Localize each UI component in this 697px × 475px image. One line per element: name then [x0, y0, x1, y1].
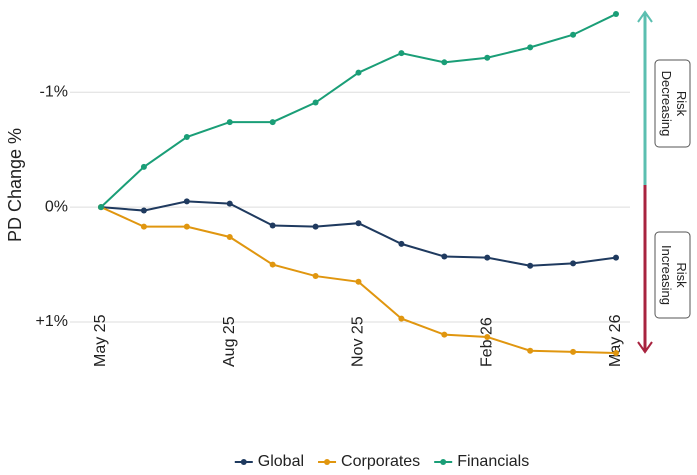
- annotation-box: [654, 59, 691, 148]
- data-point: [140, 163, 147, 170]
- data-point: [226, 119, 233, 126]
- y-tick-label: +1%: [36, 313, 68, 330]
- data-point: [398, 50, 405, 57]
- data-point: [355, 278, 362, 285]
- data-point: [570, 348, 577, 355]
- data-point: [398, 240, 405, 247]
- legend-swatch: [440, 459, 447, 465]
- data-point: [312, 273, 319, 280]
- annotation: RiskDecreasing: [659, 71, 689, 137]
- series-line: [100, 200, 617, 267]
- data-point: [355, 69, 362, 76]
- arrow-head: [637, 341, 653, 354]
- data-point: [226, 233, 233, 240]
- annotation: RiskIncreasing: [659, 245, 689, 305]
- y-axis-label: PD Change %: [5, 128, 25, 242]
- y-tick-label: 0%: [45, 198, 68, 215]
- data-point: [269, 261, 276, 268]
- data-point: [484, 254, 491, 261]
- data-point: [140, 223, 147, 230]
- data-point: [183, 134, 190, 141]
- data-point: [613, 11, 619, 18]
- data-point: [269, 222, 276, 229]
- legend-swatch: [240, 459, 247, 465]
- x-tick-label: May 26: [607, 314, 624, 367]
- annotation-line: Increasing: [659, 245, 674, 305]
- data-point: [441, 331, 448, 338]
- data-point: [140, 207, 147, 214]
- x-tick-label: Nov 25: [350, 316, 367, 367]
- data-point: [398, 315, 405, 322]
- data-point: [484, 333, 491, 340]
- data-point: [570, 260, 577, 267]
- legend-item: Financials: [434, 453, 529, 470]
- legend-label: Financials: [457, 453, 529, 470]
- annotation-line: Decreasing: [659, 71, 674, 137]
- arrow-head: [637, 10, 653, 23]
- legend-item: Corporates: [318, 453, 420, 470]
- data-point: [484, 54, 491, 61]
- data-point: [527, 44, 534, 51]
- annotation-box: [654, 231, 691, 319]
- data-point: [269, 119, 276, 126]
- legend-label: Global: [258, 453, 304, 470]
- data-point: [441, 59, 448, 66]
- y-tick-label: -1%: [40, 83, 68, 100]
- data-point: [570, 31, 577, 38]
- data-point: [613, 350, 619, 357]
- data-point: [355, 220, 362, 227]
- data-point: [441, 253, 448, 260]
- legend-item: Global: [234, 453, 304, 470]
- data-point: [527, 262, 534, 269]
- data-point: [312, 223, 319, 230]
- data-point: [613, 254, 619, 261]
- annotation-line: Risk: [674, 91, 689, 117]
- data-point: [527, 347, 534, 354]
- x-tick-label: Aug 25: [221, 316, 238, 367]
- data-point: [98, 204, 104, 211]
- legend-swatch: [324, 459, 331, 465]
- data-point: [183, 198, 190, 205]
- series-line: [100, 13, 617, 208]
- data-point: [312, 99, 319, 106]
- x-tick-label: Feb 26: [478, 317, 495, 367]
- data-point: [226, 200, 233, 207]
- x-tick-label: May 25: [92, 314, 109, 367]
- legend-label: Corporates: [341, 453, 420, 470]
- annotation-line: Risk: [674, 262, 689, 288]
- data-point: [183, 223, 190, 230]
